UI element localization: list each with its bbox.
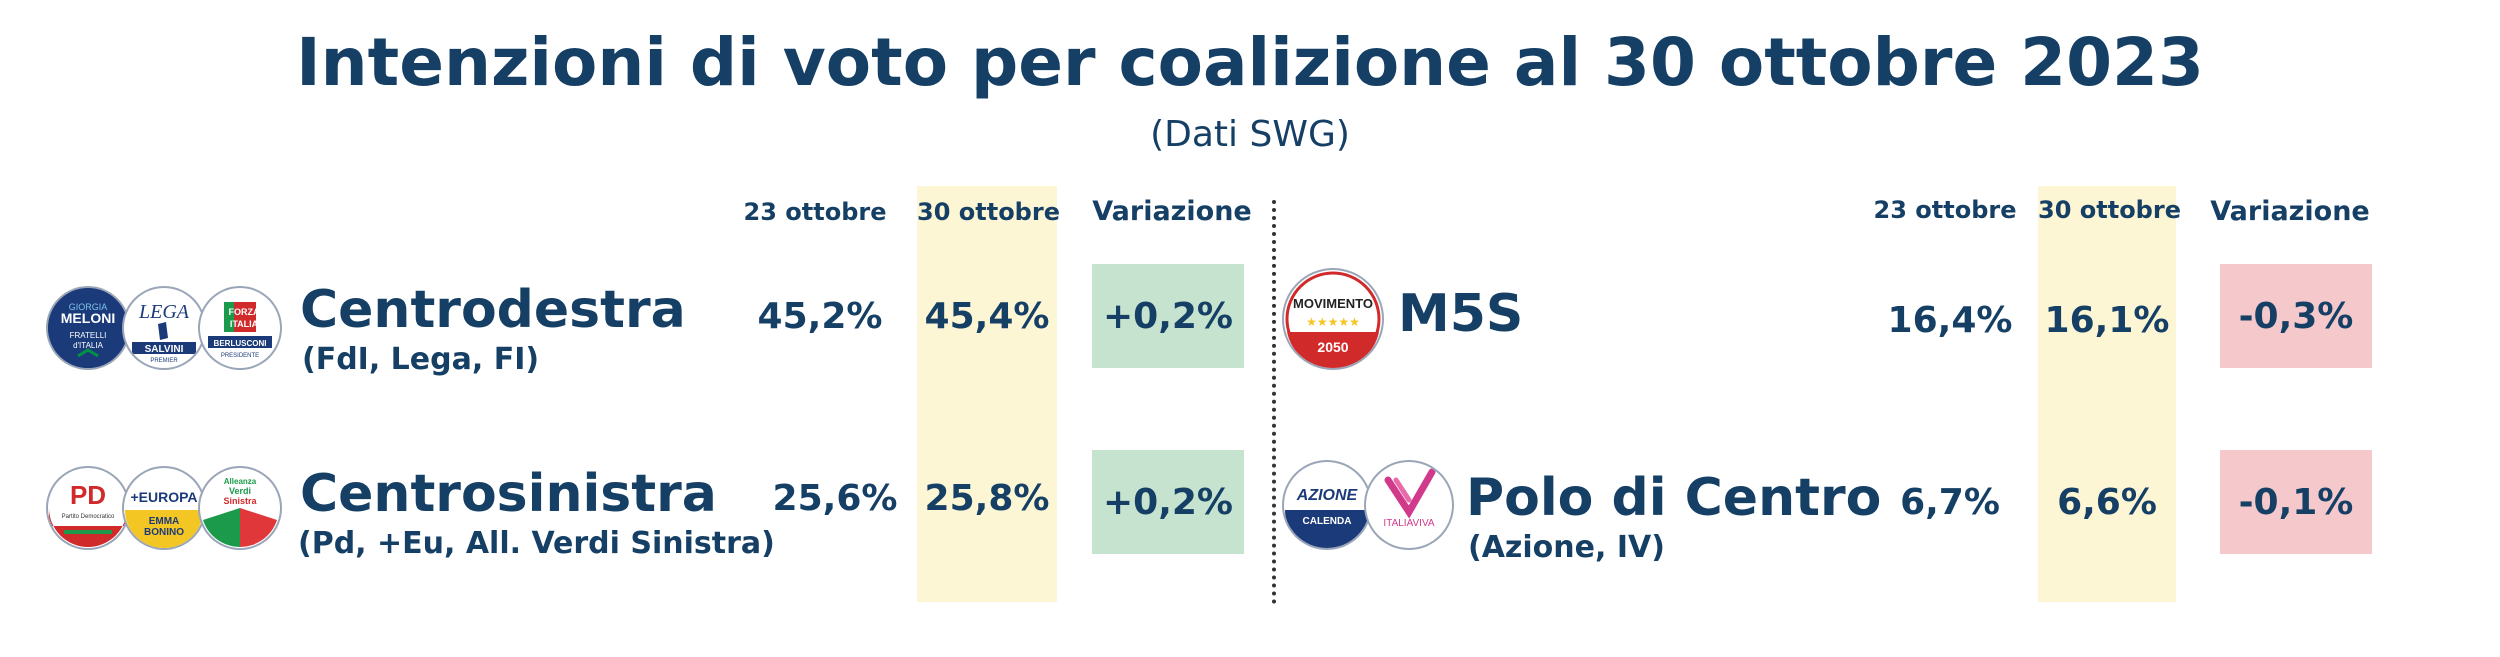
pd-line1: PD <box>70 480 106 510</box>
forza-italia-logo: FORZA ITALIA BERLUSCONI PRESIDENTE <box>200 288 280 368</box>
fi-line3: BERLUSCONI <box>214 339 267 348</box>
pd-logo: PD Partito Democratico <box>48 468 128 548</box>
fdi-line3: FRATELLI <box>70 331 107 340</box>
fdi-line4: d'ITALIA <box>73 341 104 350</box>
iv-line1: ITALIAVIVA <box>1383 518 1434 529</box>
lega-line2: SALVINI <box>145 344 184 355</box>
row-polo-prev: 6,7% <box>1900 482 2000 523</box>
current-column-highlight-left <box>917 186 1057 602</box>
fi-line2: ITALIA <box>230 319 259 329</box>
row-centrodestra-prev: 45,2% <box>757 296 883 337</box>
row-m5s-var: -0,3% <box>2220 264 2372 368</box>
row-centrosinistra-prev: 25,6% <box>772 478 898 519</box>
row-polo-members: (Azione, IV) <box>1468 530 1665 565</box>
row-polo-curr: 6,6% <box>2057 482 2157 523</box>
col-header-prev-left: 23 ottobre <box>743 198 887 226</box>
fdi-line2: MELONI <box>61 310 115 326</box>
avs-line3: Sinistra <box>223 496 257 506</box>
col-header-var-left: Variazione <box>1092 196 1252 227</box>
pd-line2: Partito Democratico <box>62 514 115 520</box>
col-header-curr-right: 30 ottobre <box>2038 196 2181 224</box>
row-polo-name: Polo di Centro <box>1466 468 1882 528</box>
svg-text:★★★★★: ★★★★★ <box>1306 315 1360 329</box>
eu-line1: +EUROPA <box>130 489 197 505</box>
lega-logo: LEGA SALVINI PREMIER <box>124 288 204 368</box>
fi-line4: PRESIDENTE <box>221 353 259 359</box>
m5s-logo: MOVIMENTO ★★★★★ 2050 <box>1284 270 1382 368</box>
eu-line2: EMMA <box>149 516 180 527</box>
fdi-line1: GIORGIA <box>69 302 108 312</box>
page-title: Intenzioni di voto per coalizione al 30 … <box>296 24 2204 101</box>
lega-line3: PREMIER <box>150 358 178 364</box>
row-m5s-name: M5S <box>1398 284 1524 344</box>
row-centrodestra-name: Centrodestra <box>300 280 686 340</box>
avs-line1: Alleanza <box>224 477 257 486</box>
col-header-prev-right: 23 ottobre <box>1873 196 2017 224</box>
row-centrosinistra-curr: 25,8% <box>924 478 1050 519</box>
lega-line1: LEGA <box>138 301 190 323</box>
col-header-var-right: Variazione <box>2210 196 2370 227</box>
eu-line3: BONINO <box>144 527 184 538</box>
row-centrodestra-var: +0,2% <box>1092 264 1244 368</box>
row-polo-var: -0,1% <box>2220 450 2372 554</box>
azione-line1: AZIONE <box>1296 487 1359 504</box>
fdi-logo: GIORGIA MELONI FRATELLI d'ITALIA <box>48 288 128 368</box>
avs-line2: Verdi <box>229 486 251 496</box>
m5s-line1: MOVIMENTO <box>1293 296 1373 311</box>
italia-viva-logo: ITALIAVIVA <box>1366 462 1452 548</box>
avs-logo: Alleanza Verdi Sinistra <box>200 468 280 548</box>
current-column-highlight-right <box>2038 186 2176 602</box>
col-header-curr-left: 30 ottobre <box>917 198 1060 226</box>
m5s-line2: 2050 <box>1317 339 1348 355</box>
column-divider <box>1272 200 1276 604</box>
row-centrosinistra-var: +0,2% <box>1092 450 1244 554</box>
row-m5s-curr: 16,1% <box>2044 300 2170 341</box>
piu-europa-logo: +EUROPA EMMA BONINO <box>124 468 204 548</box>
page-subtitle: (Dati SWG) <box>1150 114 1350 155</box>
fi-line1: FORZA <box>229 307 260 317</box>
azione-line2: CALENDA <box>1303 516 1352 527</box>
azione-logo: AZIONE CALENDA <box>1284 462 1370 548</box>
row-m5s-prev: 16,4% <box>1887 300 2013 341</box>
row-centrosinistra-members: (Pd, +Eu, All. Verdi Sinistra) <box>298 526 775 561</box>
row-centrodestra-curr: 45,4% <box>924 296 1050 337</box>
row-centrosinistra-name: Centrosinistra <box>300 464 717 524</box>
row-centrodestra-members: (FdI, Lega, FI) <box>302 342 540 377</box>
